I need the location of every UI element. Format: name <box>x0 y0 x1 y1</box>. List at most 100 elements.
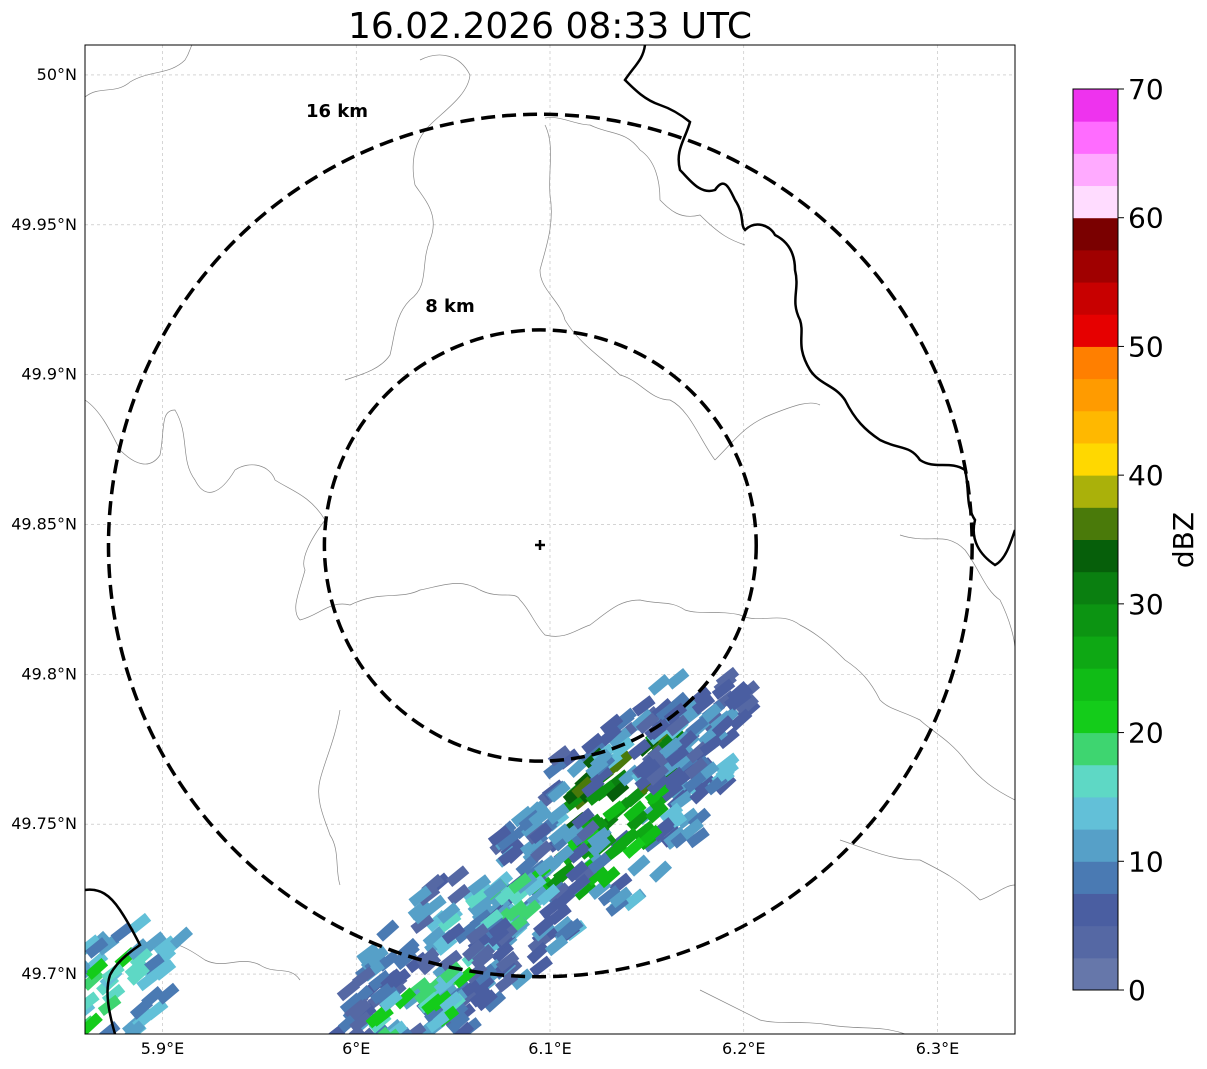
echo-cell <box>392 1059 415 1069</box>
echo-cell <box>480 909 504 931</box>
echo-cell <box>425 1011 450 1033</box>
echo-cell <box>421 993 445 1015</box>
echo-cell <box>683 771 707 794</box>
echo-cell <box>495 950 520 973</box>
echo-cell <box>551 845 575 868</box>
echo-cell <box>75 1044 99 1065</box>
echo-cell <box>576 819 600 843</box>
admin-boundary-north-2 <box>412 54 471 186</box>
echo-cell <box>465 887 489 909</box>
echo-cell <box>728 689 752 711</box>
colorbar-segment <box>1073 89 1118 122</box>
echo-cell <box>581 732 605 755</box>
echo-cell <box>646 763 670 786</box>
echo-cell <box>467 874 492 896</box>
range-ring-label-16km: 16 km <box>306 101 368 122</box>
colorbar-segment <box>1073 829 1118 862</box>
echo-cell <box>649 860 673 883</box>
echo-cell <box>469 909 494 931</box>
colorbar-segment <box>1073 378 1118 412</box>
echo-cell <box>560 917 584 940</box>
echo-cell <box>627 854 651 877</box>
echo-cell <box>36 1015 59 1037</box>
echo-cell <box>651 820 675 843</box>
echo-cell <box>571 776 595 799</box>
echo-cell <box>548 882 572 905</box>
echo-cell <box>315 1057 338 1069</box>
echo-cell <box>59 994 83 1015</box>
colorbar-segment <box>1073 346 1118 380</box>
echo-cell <box>471 974 495 997</box>
echo-cell <box>662 766 686 789</box>
echo-cell <box>665 771 689 794</box>
colorbar-segment <box>1073 764 1118 798</box>
echo-cell <box>715 760 739 782</box>
echo-cell <box>85 934 102 956</box>
range-ring-8km <box>322 328 758 763</box>
echo-cell <box>393 948 418 971</box>
echo-cell <box>87 1034 110 1055</box>
echo-cell <box>474 989 498 1012</box>
echo-cell <box>635 712 659 735</box>
echo-cell <box>341 1025 365 1034</box>
echo-cell <box>686 826 710 849</box>
echo-cell <box>413 982 437 1005</box>
echo-cell <box>609 886 633 909</box>
echo-cell <box>504 899 528 922</box>
echo-cell <box>126 963 150 986</box>
echo-cell <box>587 852 612 874</box>
colorbar-segment <box>1073 668 1118 701</box>
echo-cell <box>622 889 646 912</box>
echo-cell <box>52 1047 75 1069</box>
echo-cell <box>645 801 669 824</box>
echo-cell <box>711 715 735 738</box>
echo-cell <box>411 902 435 925</box>
echo-cell <box>390 1026 414 1034</box>
echo-cell <box>381 1042 404 1064</box>
colorbar-tick-labels: 0 10 20 30 40 50 60 70 <box>1118 73 1164 1007</box>
echo-cell <box>451 1021 475 1034</box>
echo-cell <box>647 673 672 696</box>
echo-cell <box>441 922 466 945</box>
echo-cell <box>490 941 515 964</box>
echo-cell <box>587 826 611 849</box>
colorbar-tick-label: 40 <box>1128 459 1164 492</box>
echo-cell <box>659 737 683 759</box>
echo-cell <box>543 758 567 780</box>
echo-cell <box>612 830 636 853</box>
colorbar-segment <box>1073 507 1118 540</box>
echo-cell <box>52 983 76 1004</box>
range-ring-16km <box>106 112 974 979</box>
echo-cell <box>544 934 569 957</box>
echo-cell <box>665 745 690 767</box>
colorbar-segment <box>1073 314 1118 347</box>
echo-cell <box>351 966 376 988</box>
echo-cell <box>487 825 512 847</box>
echo-cell <box>646 773 670 796</box>
echo-cell <box>356 942 380 965</box>
echo-cell <box>626 809 650 832</box>
admin-boundary-west <box>85 399 326 521</box>
colorbar-tick-label: 20 <box>1128 717 1164 750</box>
echo-cell <box>408 885 432 908</box>
echo-cell <box>352 1027 377 1034</box>
echo-cell <box>391 1038 414 1060</box>
echo-cell <box>97 1021 121 1034</box>
echo-cell <box>483 990 507 1013</box>
echo-cell <box>571 807 595 830</box>
echo-cell <box>547 823 572 846</box>
echo-cell <box>129 997 154 1020</box>
echo-cell <box>317 1036 340 1058</box>
echo-cell <box>527 931 551 954</box>
admin-boundary-south-3 <box>839 839 1015 901</box>
echo-cell <box>608 727 632 749</box>
echo-cell <box>348 998 372 1021</box>
echo-cell <box>699 734 723 757</box>
echo-cell <box>639 824 663 847</box>
echo-cell <box>729 708 753 731</box>
echo-cell <box>727 681 751 703</box>
colorbar-tick-label: 60 <box>1128 202 1164 235</box>
lat-tick-label: 49.75°N <box>11 814 77 833</box>
colorbar <box>1072 88 1119 991</box>
